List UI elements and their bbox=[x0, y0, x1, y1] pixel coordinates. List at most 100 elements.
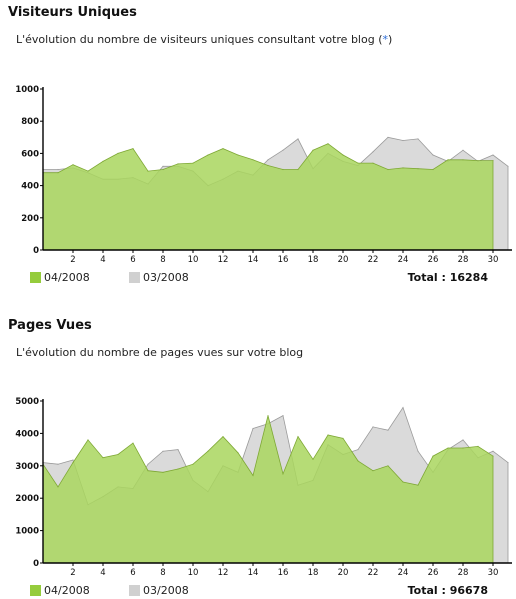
data-point-current bbox=[117, 453, 119, 456]
data-point-previous bbox=[492, 450, 494, 452]
data-point-current bbox=[57, 172, 59, 174]
data-point-current bbox=[282, 168, 284, 171]
visitors-title: Visiteurs Uniques bbox=[8, 5, 137, 20]
x-tick-label: 2 bbox=[70, 255, 75, 265]
data-point-previous bbox=[417, 138, 419, 140]
x-tick-label: 26 bbox=[428, 568, 439, 578]
data-point-current bbox=[492, 160, 494, 162]
legend-label-current: 04/2008 bbox=[44, 584, 90, 597]
x-tick-label: 18 bbox=[308, 568, 319, 578]
data-point-previous bbox=[462, 149, 464, 151]
data-point-current bbox=[252, 474, 254, 477]
x-tick-label: 14 bbox=[248, 255, 259, 265]
data-point-current bbox=[57, 486, 59, 488]
x-tick-label: 22 bbox=[368, 255, 379, 265]
data-point-current bbox=[447, 447, 449, 449]
data-point-current bbox=[237, 452, 239, 454]
data-point-previous bbox=[417, 450, 419, 452]
data-point-previous bbox=[297, 138, 299, 140]
legend-swatch-current bbox=[30, 272, 41, 283]
data-point-previous bbox=[387, 136, 389, 138]
data-point-current bbox=[312, 458, 314, 460]
data-point-current bbox=[492, 455, 494, 457]
data-point-previous bbox=[372, 426, 374, 428]
legend-label-current: 04/2008 bbox=[44, 271, 90, 284]
data-point-current bbox=[372, 470, 374, 472]
x-tick-label: 8 bbox=[160, 255, 165, 265]
x-tick-label: 24 bbox=[398, 255, 409, 265]
data-point-current bbox=[267, 164, 269, 167]
x-tick-label: 28 bbox=[458, 255, 469, 265]
data-point-current bbox=[462, 447, 464, 449]
visitors-description: L'évolution du nombre de visiteurs uniqu… bbox=[16, 33, 392, 46]
pageviews-legend: 04/2008 03/2008 Total : 96678 bbox=[0, 583, 516, 599]
data-point-current bbox=[162, 471, 164, 473]
x-tick-label: 30 bbox=[488, 568, 499, 578]
x-tick-label: 16 bbox=[278, 568, 289, 578]
data-point-current bbox=[222, 148, 224, 150]
x-tick-label: 6 bbox=[130, 568, 135, 578]
y-tick-label: 3000 bbox=[15, 462, 39, 472]
pageviews-description: L'évolution du nombre de pages vues sur … bbox=[16, 346, 304, 359]
data-point-current bbox=[447, 159, 449, 161]
data-point-current bbox=[402, 481, 404, 483]
x-tick-label: 16 bbox=[278, 255, 289, 265]
x-tick-label: 10 bbox=[188, 568, 199, 578]
visitors-help-link[interactable]: * bbox=[382, 33, 388, 46]
y-tick-label: 1000 bbox=[15, 527, 39, 537]
data-point-current bbox=[372, 162, 374, 164]
y-tick-label: 2000 bbox=[15, 494, 39, 504]
data-point-current bbox=[402, 167, 404, 169]
data-point-previous bbox=[162, 165, 164, 167]
x-tick-label: 8 bbox=[160, 568, 165, 578]
y-tick-label: 0 bbox=[33, 559, 39, 569]
data-point-previous bbox=[282, 149, 284, 151]
data-point-current bbox=[477, 445, 479, 447]
y-tick-label: 600 bbox=[21, 149, 39, 159]
data-point-current bbox=[387, 465, 389, 467]
data-point-previous bbox=[387, 429, 389, 431]
data-point-current bbox=[87, 439, 89, 441]
legend-label-previous: 03/2008 bbox=[143, 584, 189, 597]
data-point-previous bbox=[267, 159, 269, 161]
data-point-current bbox=[72, 462, 74, 464]
x-tick-label: 28 bbox=[458, 568, 469, 578]
data-point-previous bbox=[507, 462, 509, 464]
x-tick-label: 20 bbox=[338, 568, 349, 578]
x-tick-label: 12 bbox=[218, 568, 229, 578]
y-tick-label: 400 bbox=[21, 182, 39, 192]
data-point-current bbox=[147, 470, 149, 472]
data-point-current bbox=[432, 168, 434, 171]
y-tick-label: 0 bbox=[33, 246, 39, 256]
x-tick-label: 20 bbox=[338, 255, 349, 265]
data-point-previous bbox=[282, 415, 284, 417]
legend-swatch-current bbox=[30, 585, 41, 596]
data-point-current bbox=[192, 463, 194, 465]
pageviews-title: Pages Vues bbox=[8, 318, 92, 333]
data-point-previous bbox=[252, 427, 254, 430]
y-tick-label: 5000 bbox=[15, 397, 39, 407]
data-point-previous bbox=[492, 154, 494, 156]
data-point-current bbox=[417, 484, 419, 486]
legend-swatch-previous bbox=[129, 585, 140, 596]
x-tick-label: 14 bbox=[248, 568, 259, 578]
legend-label-previous: 03/2008 bbox=[143, 271, 189, 284]
x-tick-label: 24 bbox=[398, 568, 409, 578]
data-point-previous bbox=[57, 463, 59, 465]
series-current-area bbox=[42, 143, 494, 251]
data-point-current bbox=[462, 159, 464, 161]
y-tick-label: 1000 bbox=[15, 85, 39, 95]
visitors-total: Total : 16284 bbox=[407, 271, 488, 284]
data-point-previous bbox=[402, 406, 404, 409]
series-current-area bbox=[42, 415, 494, 564]
pageviews-total: Total : 96678 bbox=[407, 584, 488, 597]
data-point-current bbox=[312, 149, 314, 151]
data-point-previous bbox=[72, 459, 74, 461]
data-point-previous bbox=[402, 139, 404, 142]
y-tick-label: 4000 bbox=[15, 429, 39, 439]
data-point-current bbox=[132, 442, 134, 444]
data-point-previous bbox=[462, 439, 464, 441]
data-point-current bbox=[147, 170, 149, 172]
data-point-current bbox=[192, 162, 194, 164]
